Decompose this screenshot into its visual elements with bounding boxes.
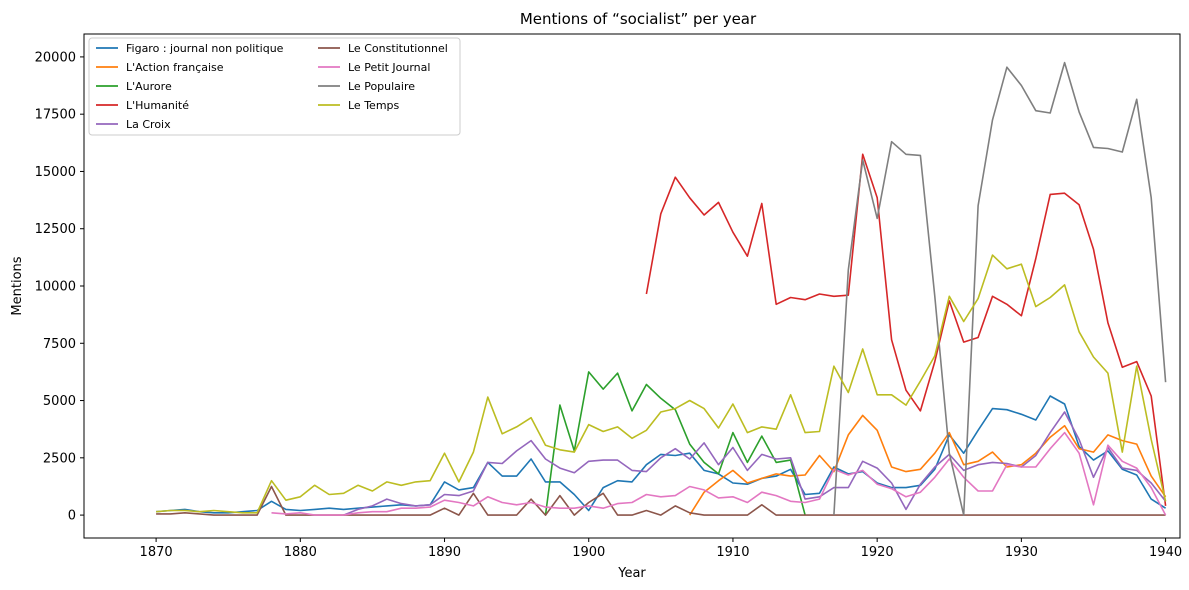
x-tick-label: 1870 <box>140 545 173 560</box>
plot-area: 1870 1880 1890 1900 1910 1920 1930 1940 0 2500 500… <box>35 33 1182 560</box>
x-tick-label: 1900 <box>572 545 605 560</box>
legend-label-5: Le Constitutionnel <box>348 42 448 55</box>
legend-label-7: Le Populaire <box>348 80 415 93</box>
series-line-4 <box>343 411 1167 516</box>
series-line-1 <box>689 414 1167 516</box>
x-axis-title: Year <box>617 566 646 581</box>
series-line-6 <box>271 431 1167 516</box>
y-tick-label: 12500 <box>35 222 76 237</box>
y-tick-label: 20000 <box>35 50 76 65</box>
y-tick-label: 15000 <box>35 165 76 180</box>
legend-label-1: L'Action française <box>126 61 224 74</box>
series-line-3 <box>645 153 1167 507</box>
x-tick-label: 1930 <box>1005 545 1038 560</box>
legend-box <box>88 37 461 136</box>
x-tick-label: 1890 <box>428 545 461 560</box>
x-tick-label: 1940 <box>1149 545 1182 560</box>
x-tick-label: 1920 <box>861 545 894 560</box>
series-line-2 <box>544 371 806 516</box>
series-line-7 <box>833 61 1167 516</box>
y-tick-label: 7500 <box>43 337 76 352</box>
y-tick-label: 5000 <box>43 394 76 409</box>
series-line-8 <box>156 254 1167 514</box>
y-tick-label: 17500 <box>35 108 76 123</box>
series-lines <box>156 61 1167 516</box>
y-tick-label: 10000 <box>35 280 76 295</box>
legend-label-4: La Croix <box>126 118 171 131</box>
legend-label-2: L'Aurore <box>126 80 172 93</box>
legend-label-3: L'Humanité <box>126 99 189 112</box>
chart-title: Mentions of “socialist” per year <box>520 10 757 28</box>
y-tick-label: 0 <box>68 509 76 524</box>
y-tick-label: 2500 <box>43 451 76 466</box>
legend-label-0: Figaro : journal non politique <box>126 42 284 55</box>
legend-label-8: Le Temps <box>348 99 400 112</box>
legend-label-6: Le Petit Journal <box>348 61 430 74</box>
y-axis-title: Mentions <box>10 256 25 315</box>
legend: Figaro : journal non politique L'Action f… <box>88 37 461 136</box>
series-line-0 <box>156 395 1167 514</box>
x-tick-label: 1880 <box>284 545 317 560</box>
x-tick-label: 1910 <box>716 545 749 560</box>
